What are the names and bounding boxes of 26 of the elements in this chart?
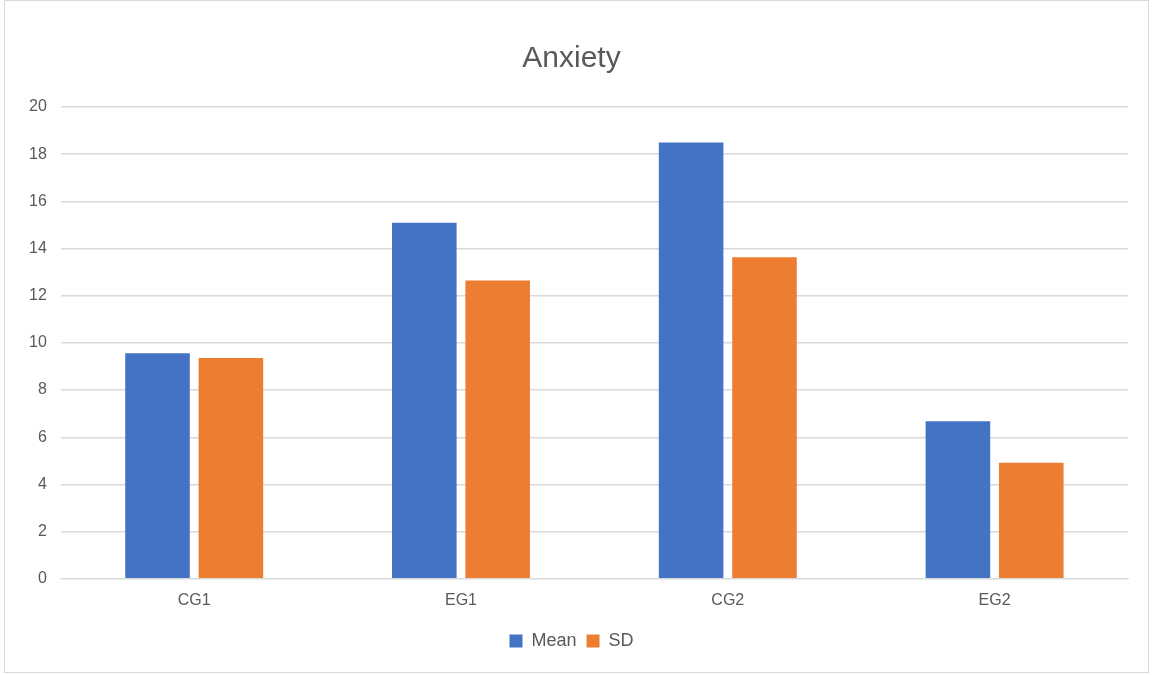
bar — [999, 462, 1064, 579]
x-tick-label: CG1 — [177, 590, 211, 608]
bar — [465, 280, 530, 579]
x-tick-label: EG1 — [444, 590, 478, 608]
y-tick-label: 18 — [29, 144, 47, 162]
bar — [925, 421, 991, 579]
y-tick-label: 20 — [29, 97, 47, 115]
bar — [658, 142, 724, 579]
bar — [125, 353, 190, 579]
y-tick-label: 12 — [29, 286, 47, 304]
y-tick-label: 8 — [37, 380, 47, 398]
bar — [732, 257, 797, 579]
y-tick-label: 6 — [37, 427, 47, 445]
x-tick-label: EG2 — [978, 590, 1011, 608]
legend-label: SD — [608, 629, 634, 650]
y-tick-label: 2 — [37, 522, 47, 540]
y-tick-label: 14 — [29, 238, 47, 256]
y-tick-label: 4 — [37, 474, 47, 492]
legend-label: Mean — [531, 629, 577, 650]
bar — [198, 358, 264, 579]
y-tick-label: 10 — [29, 333, 47, 351]
x-tick-label: CG2 — [711, 590, 745, 608]
bar — [392, 222, 457, 579]
y-tick-label: 0 — [37, 569, 47, 587]
chart-title: Anxiety — [522, 40, 621, 74]
y-tick-label: 16 — [29, 191, 47, 209]
